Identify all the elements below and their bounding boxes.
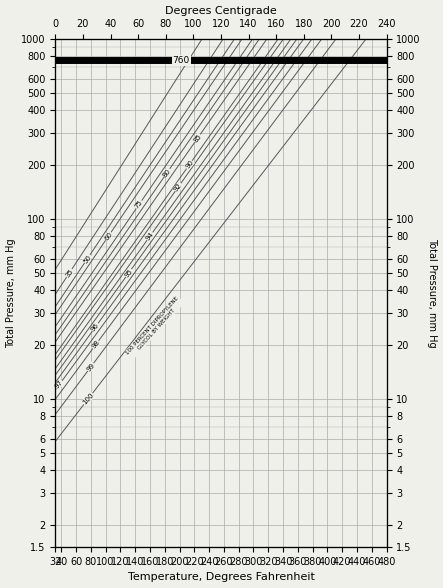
Text: 35: 35 [64,268,74,278]
Text: 100 PERCENT DIPROPYLENE
GLYCOL BY WEIGHT: 100 PERCENT DIPROPYLENE GLYCOL BY WEIGHT [125,295,184,359]
Text: 760: 760 [173,56,190,65]
X-axis label: Degrees Centigrade: Degrees Centigrade [165,5,277,15]
Text: 75: 75 [134,199,144,210]
Text: 90: 90 [184,159,194,170]
Text: 94: 94 [145,231,155,242]
Text: 92: 92 [173,182,183,192]
X-axis label: Temperature, Degrees Fahrenheit: Temperature, Degrees Fahrenheit [128,573,315,583]
Text: 99: 99 [85,362,96,373]
Text: 50: 50 [82,253,93,264]
Text: 100: 100 [82,392,95,406]
Text: 96: 96 [90,322,101,333]
Text: 95: 95 [124,268,134,278]
Y-axis label: Total Pressure, mm Hg: Total Pressure, mm Hg [427,238,437,348]
Y-axis label: Total Pressure, mm Hg: Total Pressure, mm Hg [6,238,16,348]
Text: 97: 97 [54,379,65,390]
Text: 85: 85 [192,133,202,143]
Text: 98: 98 [90,339,101,350]
Text: 80: 80 [162,168,172,178]
Text: 60: 60 [103,231,113,242]
